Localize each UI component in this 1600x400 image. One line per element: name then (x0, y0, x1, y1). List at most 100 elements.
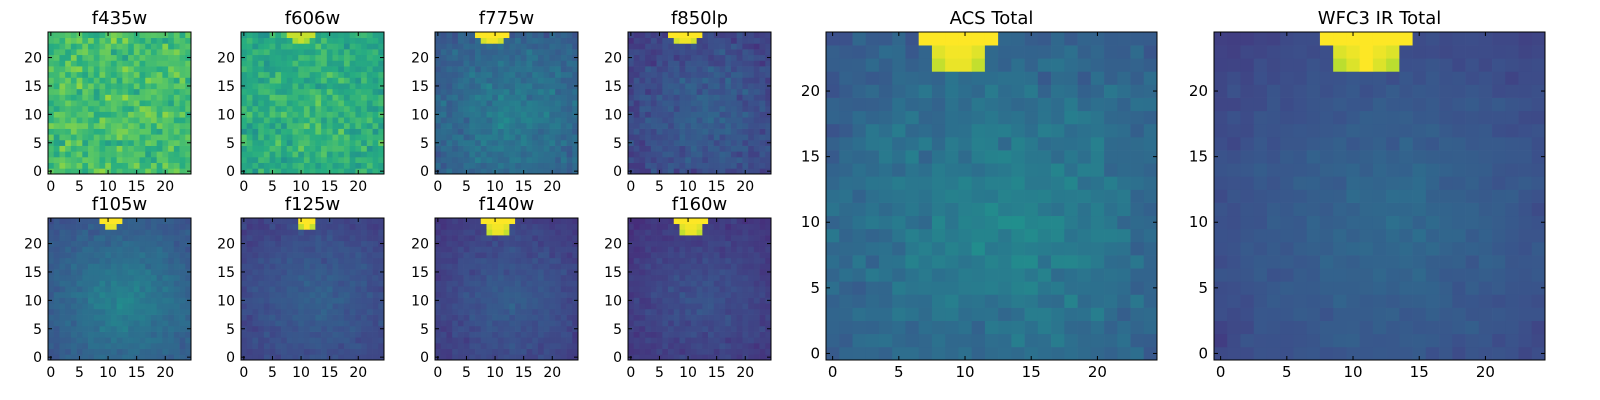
heatmap-cell (168, 308, 175, 315)
heatmap-cell (99, 128, 106, 135)
heatmap-cell (173, 54, 180, 61)
heatmap-cell (650, 128, 657, 135)
heatmap-cell (326, 151, 333, 158)
heatmap-cell (53, 235, 60, 242)
heatmap-cell (480, 168, 487, 175)
heatmap-cell (88, 151, 95, 158)
heatmap-cell (263, 94, 270, 101)
heatmap-cell (99, 145, 106, 152)
heatmap-cell (708, 134, 715, 141)
heatmap-cell (1064, 97, 1078, 112)
heatmap-cell (549, 111, 556, 118)
heatmap-cell (865, 163, 880, 177)
heatmap-cell (110, 263, 117, 270)
heatmap-cell (1090, 97, 1105, 112)
heatmap-cell (1425, 215, 1440, 230)
heatmap-cell (839, 294, 853, 308)
heatmap-cell (1439, 150, 1453, 164)
heatmap-cell (702, 88, 709, 95)
heatmap-cell (1090, 281, 1105, 295)
heatmap-cell (303, 342, 310, 349)
heatmap-cell (650, 151, 657, 158)
heatmap-cell (281, 156, 288, 163)
heatmap-cell (246, 105, 253, 112)
heatmap-cell (139, 229, 146, 236)
heatmap-cell (145, 71, 152, 78)
heatmap-cell (931, 84, 946, 98)
heatmap-cell (110, 314, 117, 321)
heatmap-cell (892, 268, 906, 282)
heatmap-cell (315, 297, 322, 304)
heatmap-cell (338, 43, 345, 50)
heatmap-cell (110, 348, 117, 355)
heatmap-cell (303, 303, 310, 310)
heatmap-cell (918, 281, 933, 295)
heatmap-cell (99, 252, 106, 259)
heatmap-cell (1333, 123, 1347, 138)
heatmap-cell (839, 58, 853, 72)
heatmap-cell (1037, 32, 1052, 46)
heatmap-cell (645, 145, 652, 152)
heatmap-cell (1359, 320, 1374, 335)
heatmap-cell (355, 88, 362, 95)
heatmap-cell (139, 88, 146, 95)
heatmap-cell (1518, 58, 1533, 72)
heatmap-cell (252, 54, 259, 61)
heatmap-cell (1214, 346, 1228, 361)
heatmap-cell (628, 60, 635, 67)
heatmap-cell (435, 94, 442, 101)
heatmap-cell (1090, 84, 1105, 98)
heatmap-cell (1064, 163, 1078, 177)
heatmap-cell (503, 117, 510, 124)
heatmap-cell (366, 274, 373, 281)
heatmap-cell (1465, 281, 1480, 295)
heatmap-cell (1051, 320, 1065, 335)
heatmap-cell (1051, 281, 1065, 295)
heatmap-cell (332, 94, 339, 101)
heatmap-cell (696, 111, 703, 118)
heatmap-cell (298, 134, 305, 141)
heatmap-cell (1024, 281, 1039, 295)
heatmap-cell (480, 100, 487, 107)
heatmap-cell (145, 94, 152, 101)
heatmap-cell (355, 320, 362, 327)
heatmap-cell (1051, 176, 1065, 190)
heatmap-cell (173, 337, 180, 344)
heatmap-cell (1117, 163, 1131, 177)
heatmap-cell (338, 77, 345, 84)
heatmap-cell (719, 139, 726, 146)
heatmap-cell (116, 337, 123, 344)
heatmap-cell (122, 77, 129, 84)
heatmap-cell (971, 150, 986, 164)
heatmap-cell (446, 49, 453, 56)
heatmap-cell (156, 269, 163, 276)
heatmap-cell (526, 111, 533, 118)
heatmap-cell (892, 202, 906, 217)
heatmap-cell (549, 105, 556, 112)
heatmap-cell (332, 83, 339, 90)
heatmap-cell (156, 88, 163, 95)
heatmap-cell (246, 162, 253, 169)
heatmap-cell (281, 320, 288, 327)
heatmap-cell (122, 32, 129, 39)
heatmap-cell (1253, 163, 1268, 177)
heatmap-cell (1293, 110, 1308, 125)
heatmap-cell (549, 122, 556, 129)
heatmap-cell (560, 122, 567, 129)
heatmap-cell (281, 117, 288, 124)
heatmap-cell (1051, 45, 1065, 59)
heatmap-cell (572, 60, 579, 67)
heatmap-cell (162, 325, 169, 332)
y-tick-label: 10 (24, 293, 42, 309)
heatmap-cell (457, 122, 464, 129)
heatmap-cell (150, 246, 158, 253)
heatmap-cell (93, 83, 100, 90)
heatmap-cell (725, 49, 732, 56)
heatmap-cell (246, 156, 253, 163)
heatmap-cell (852, 58, 867, 72)
heatmap-cell (520, 100, 527, 107)
heatmap-cell (105, 122, 112, 129)
heatmap-cell (945, 84, 959, 98)
heatmap-cell (99, 88, 106, 95)
heatmap-cell (1425, 110, 1440, 125)
